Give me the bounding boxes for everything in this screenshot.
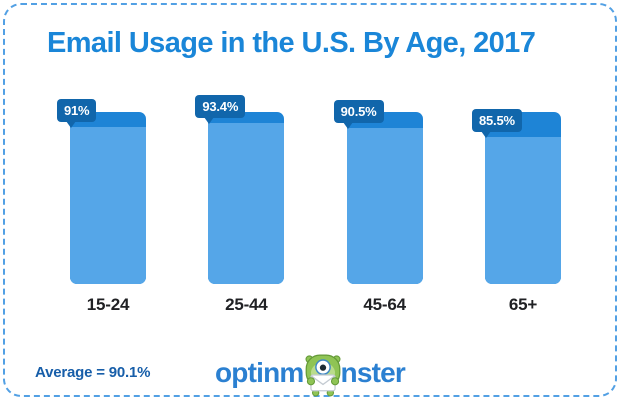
optinmonster-mascot-icon bbox=[305, 354, 341, 397]
bar-45-64: 90.5% bbox=[333, 100, 423, 284]
category-label-25-44: 25-44 bbox=[225, 295, 268, 314]
logo-text-left: optinm bbox=[215, 357, 304, 388]
optinmonster-logo: optinm nster bbox=[215, 351, 406, 397]
chart-title: Email Usage in the U.S. By Age, 2017 bbox=[47, 27, 536, 59]
category-axis: 15-24 25-44 45-64 65+ bbox=[70, 295, 561, 315]
bar-65-plus: 85.5% bbox=[471, 108, 561, 284]
value-badge-45-64: 90.5% bbox=[333, 100, 384, 130]
average-annotation: Average = 90.1% bbox=[35, 364, 151, 381]
bar-chart: 91% 93.4% 90.5% 85.5% bbox=[57, 95, 561, 284]
bar-fill-45-64 bbox=[346, 128, 423, 284]
category-label-65-plus: 65+ bbox=[508, 295, 538, 314]
value-badge-65-plus: 85.5% bbox=[471, 108, 522, 138]
infographic-frame: Email Usage in the U.S. By Age, 2017 91%… bbox=[3, 3, 617, 397]
bar-15-24: 91% bbox=[57, 99, 146, 284]
value-badge-25-44: 93.4% bbox=[195, 95, 246, 125]
logo-text-right: nster bbox=[340, 357, 406, 388]
bar-25-44: 93.4% bbox=[195, 95, 285, 284]
value-badge-15-24: 91% bbox=[57, 99, 97, 129]
bar-fill-15-24 bbox=[70, 127, 146, 284]
category-label-45-64: 45-64 bbox=[363, 295, 406, 314]
bar-fill-65-plus bbox=[484, 136, 561, 284]
bar-fill-25-44 bbox=[208, 123, 285, 284]
category-label-15-24: 15-24 bbox=[86, 295, 130, 314]
